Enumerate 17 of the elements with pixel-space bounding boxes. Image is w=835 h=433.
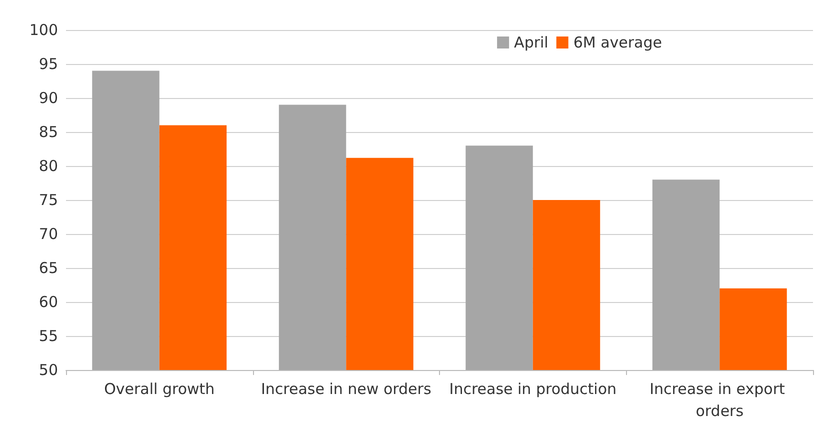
x-tick-label: Increase in production	[449, 380, 616, 398]
y-tick-label: 85	[38, 123, 58, 141]
y-tick-label: 65	[38, 259, 58, 277]
y-tick-label: 95	[38, 55, 58, 73]
y-tick-label: 55	[38, 327, 58, 345]
y-tick-label: 70	[38, 225, 58, 243]
y-tick-label: 75	[38, 191, 58, 209]
x-tick-label: Overall growth	[104, 380, 215, 398]
legend-label: 6M average	[573, 34, 662, 52]
y-tick-label: 50	[38, 361, 58, 379]
y-tick-label: 90	[38, 89, 58, 107]
y-tick-label: 60	[38, 293, 58, 311]
y-tick-label: 80	[38, 157, 58, 175]
x-tick-label: Increase in export orders	[650, 380, 790, 420]
x-tick-label: Increase in new orders	[260, 380, 432, 398]
legend-label: April	[514, 34, 548, 52]
y-tick-label: 100	[29, 21, 58, 39]
